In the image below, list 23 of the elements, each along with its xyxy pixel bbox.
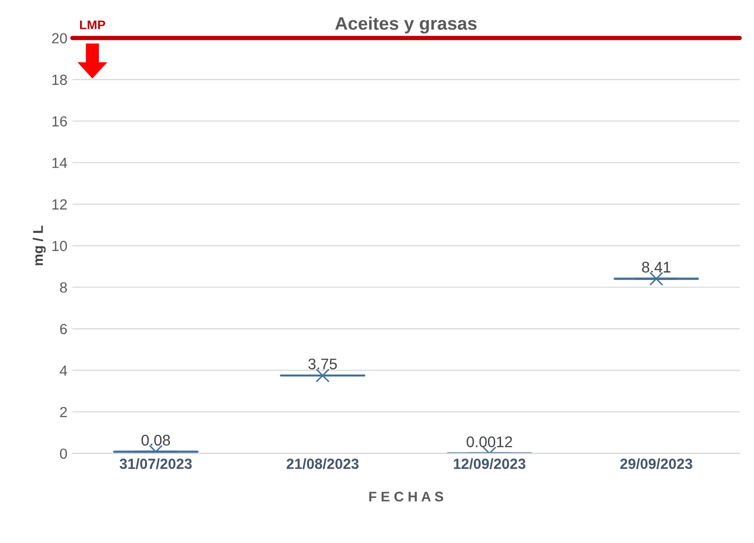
y-tick-label: 6 <box>60 324 67 334</box>
y-axis-title: mg / L <box>32 226 46 266</box>
y-tick-label: 16 <box>52 116 67 127</box>
text: 8.41 <box>642 262 670 273</box>
y-tick-label: 14 <box>52 158 68 168</box>
y-tick-label: 18 <box>52 74 67 85</box>
chart-title: Aceites y grasas <box>335 16 477 34</box>
ref-line-label: LMP <box>80 20 106 30</box>
text: 3.75 <box>308 358 337 370</box>
text: 0.08 <box>142 434 170 446</box>
y-tick-label: 8 <box>60 282 67 293</box>
x-axis-title: F E C H A S <box>369 492 444 502</box>
y-tick-label: 12 <box>52 199 67 210</box>
text: 0.0012 <box>466 436 512 448</box>
x-tick-label: 21/08/2023 <box>286 458 359 470</box>
y-tick-label: 20 <box>52 33 67 44</box>
y-tick-label: 10 <box>52 240 67 252</box>
y-tick-label: 2 <box>60 406 67 418</box>
y-tick-label: 4 <box>60 366 68 376</box>
y-tick-label: 0 <box>60 448 67 459</box>
x-tick-label: 29/09/2023 <box>620 458 692 470</box>
x-tick-label: 12/09/2023 <box>454 458 526 470</box>
x-tick-label: 31/07/2023 <box>120 458 192 470</box>
